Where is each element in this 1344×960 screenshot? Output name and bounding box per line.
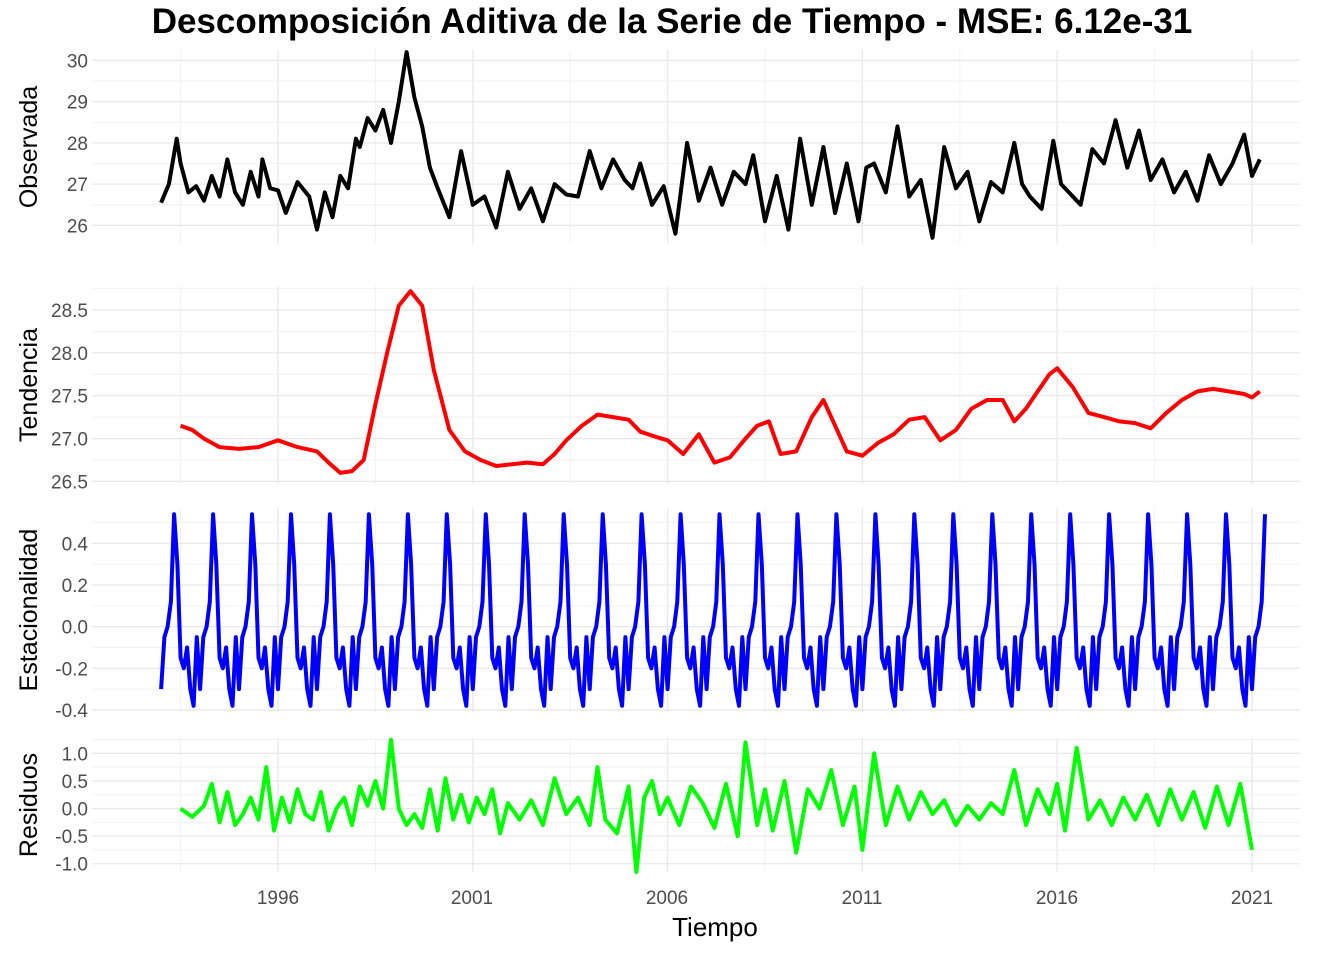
y-axis-label-estacionalidad: Estacionalidad: [15, 529, 43, 692]
y-tick-label: 27.0: [51, 430, 88, 451]
y-tick-label: 0.0: [62, 618, 88, 639]
x-tick-label: 1996: [257, 888, 299, 909]
y-tick-label: 0.2: [62, 576, 88, 597]
x-tick-label: 2016: [1036, 888, 1078, 909]
y-tick-label: 0.4: [62, 534, 89, 555]
y-tick-label: 28.0: [51, 344, 88, 365]
x-tick-label: 2001: [451, 888, 493, 909]
panel-residuos: -1.0 -0.5 0.0 0.5 1.0 Residuos: [15, 737, 1300, 876]
series-line-residuos: [179, 737, 1254, 874]
x-tick-label: 2011: [842, 888, 883, 909]
y-tick-label: 26.5: [51, 472, 88, 493]
y-axis-label-observada: Observada: [15, 86, 43, 208]
panel-observada: 26 27 28 29 30 Observada: [15, 50, 1300, 244]
y-tick-label: -1.0: [55, 855, 88, 876]
y-axis-label-residuos: Residuos: [15, 753, 43, 857]
y-tick-label: 27: [67, 175, 88, 196]
chart-title: Descomposición Aditiva de la Serie de Ti…: [151, 2, 1193, 41]
panel-estacionalidad: -0.4 -0.2 0.0 0.2 0.4 Estacionalidad: [15, 508, 1300, 722]
y-tick-label: 0.0: [62, 800, 88, 821]
x-tick-label: 2021: [1231, 888, 1273, 909]
y-tick-label: 30: [67, 51, 88, 72]
y-tick-label: -0.5: [55, 827, 88, 848]
y-axis-label-tendencia: Tendencia: [15, 328, 43, 442]
series-line-estacionalidad: [159, 512, 1267, 708]
x-tick-label: 2006: [646, 888, 688, 909]
y-tick-label: 1.0: [62, 744, 88, 765]
x-axis-label: Tiempo: [672, 912, 758, 942]
series-line-tendencia: [179, 289, 1262, 475]
y-tick-label: 28: [67, 134, 88, 155]
y-tick-label: 28.5: [51, 301, 88, 322]
y-tick-label: 0.5: [62, 772, 88, 793]
y-tick-label: 29: [67, 93, 88, 114]
panel-tendencia: 26.5 27.0 27.5 28.0 28.5 Tendencia: [15, 286, 1300, 493]
y-tick-label: -0.4: [55, 701, 88, 722]
y-tick-label: 27.5: [51, 387, 88, 408]
series-line-observada: [159, 50, 1262, 240]
y-tick-label: -0.2: [55, 659, 88, 680]
y-tick-label: 26: [67, 216, 88, 237]
